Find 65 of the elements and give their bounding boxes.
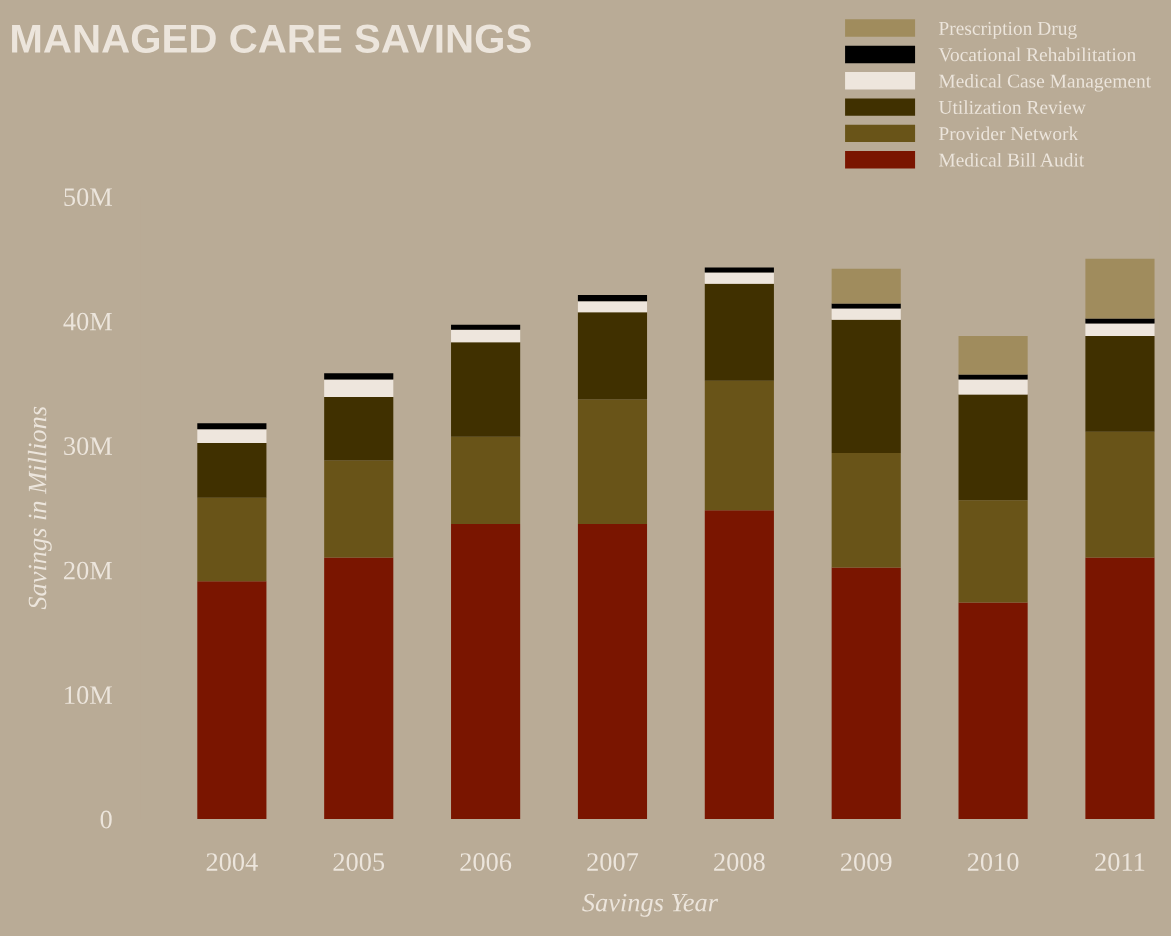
bar <box>704 380 774 511</box>
bar <box>197 429 267 444</box>
y-tick-label: 30M <box>64 437 112 455</box>
bar <box>1085 431 1155 558</box>
x-tick-label: 2008 <box>714 853 765 871</box>
legend-label: Prescription Drug <box>938 21 1077 39</box>
bar <box>958 379 1028 395</box>
x-tick-label: 2005 <box>333 853 385 871</box>
bar <box>704 272 774 284</box>
bar <box>831 319 901 454</box>
bar <box>324 557 394 819</box>
bar <box>451 436 521 524</box>
y-axis-title: Savings in Millions <box>27 406 52 610</box>
x-tick-label: 2010 <box>967 853 1019 871</box>
bar <box>958 500 1028 603</box>
bar <box>1085 258 1155 319</box>
bar <box>451 342 521 437</box>
bar <box>324 379 394 397</box>
bar <box>577 399 648 524</box>
x-tick-label: 2009 <box>840 853 892 871</box>
legend-label: Medical Case Management <box>938 73 1152 92</box>
y-tick-label: 10M <box>65 686 112 704</box>
bar <box>451 523 521 819</box>
legend-label: Utilization Review <box>938 100 1086 114</box>
bar <box>831 268 901 304</box>
y-tick-label: 0 <box>100 810 112 829</box>
bar <box>831 567 901 819</box>
x-tick-label: 2011 <box>1095 853 1145 871</box>
y-tick-label: 50M <box>64 188 112 206</box>
bar <box>324 373 394 380</box>
bar <box>324 396 394 461</box>
bar <box>831 308 901 320</box>
x-tick-label: 2004 <box>206 853 258 871</box>
legend-label: Provider Network <box>938 126 1079 141</box>
y-tick-label: 40M <box>63 312 112 331</box>
bar <box>451 329 521 343</box>
x-tick-label: 2007 <box>587 853 639 871</box>
bar <box>197 497 267 582</box>
legend-label: Medical Bill Audit <box>938 152 1085 167</box>
bar <box>577 294 648 302</box>
bar <box>324 460 394 558</box>
bar <box>958 335 1028 375</box>
bar <box>704 510 774 819</box>
x-tick-label: 2006 <box>460 853 512 871</box>
bar <box>1085 335 1155 432</box>
x-axis-title: Savings Year <box>582 893 719 917</box>
bar <box>1085 557 1155 819</box>
bar <box>831 303 901 309</box>
bar <box>958 374 1028 380</box>
bar <box>451 324 521 330</box>
bar <box>197 443 267 498</box>
bar <box>958 394 1028 501</box>
bar <box>577 301 648 313</box>
bar <box>958 602 1028 819</box>
y-tick-label: 20M <box>64 561 112 580</box>
bar <box>1085 323 1155 336</box>
bar <box>1085 318 1155 324</box>
bar <box>577 523 648 819</box>
legend-label: Vocational Rehabilitation <box>938 47 1136 62</box>
bar <box>197 423 267 430</box>
bar <box>577 312 648 400</box>
bar <box>704 283 774 381</box>
bar <box>831 453 901 568</box>
chart-title: MANAGED CARE SAVINGS <box>12 24 531 53</box>
bar <box>197 581 267 819</box>
